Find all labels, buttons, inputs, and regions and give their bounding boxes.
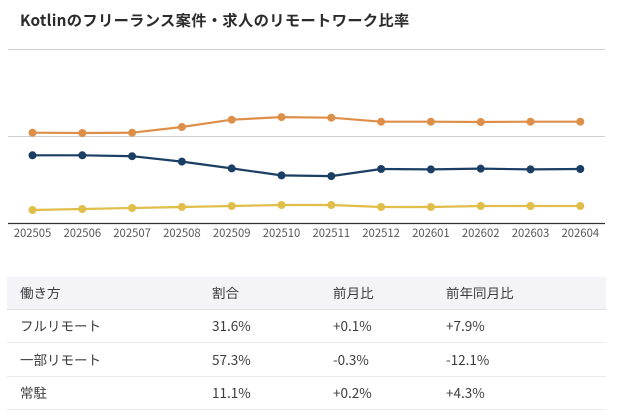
svg-text:202604: 202604 (561, 225, 599, 241)
svg-text:202603: 202603 (512, 225, 550, 241)
svg-text:202506: 202506 (63, 225, 101, 241)
svg-text:202510: 202510 (263, 225, 301, 241)
svg-text:202602: 202602 (462, 225, 500, 241)
svg-text:202601: 202601 (412, 225, 450, 241)
svg-text:202505: 202505 (14, 225, 52, 241)
svg-text:202507: 202507 (113, 225, 151, 241)
svg-text:202508: 202508 (163, 225, 201, 241)
svg-text:202509: 202509 (213, 225, 251, 241)
svg-text:202512: 202512 (362, 225, 400, 241)
svg-text:202511: 202511 (312, 225, 350, 241)
